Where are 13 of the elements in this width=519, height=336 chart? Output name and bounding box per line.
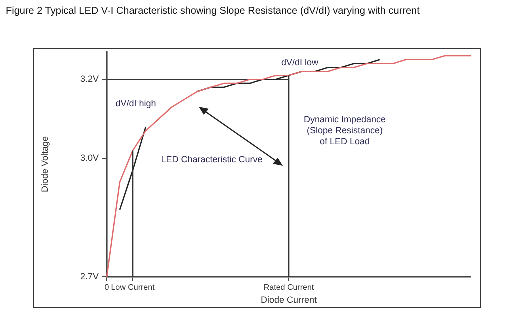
x-tick-label: Low Current xyxy=(111,283,156,292)
x-tick-label: Rated Current xyxy=(264,283,315,292)
y-axis-title: Diode Voltage xyxy=(40,136,50,193)
x-tick-label: 0 xyxy=(104,283,110,292)
annotation: dV/dI high xyxy=(116,98,156,108)
x-axis-title: Diode Current xyxy=(260,295,318,306)
chart-title: Figure 2 Typical LED V-I Characteristic showing Slope Resistance (dV/dI) varying with current xyxy=(6,6,420,17)
annotation: dV/dI low xyxy=(281,57,320,68)
y-tick-label: 3.2V xyxy=(80,74,99,84)
y-tick-label: 2.7V xyxy=(80,271,99,282)
y-tick-label: 3.0V xyxy=(80,153,99,164)
annotation: Dynamic Impedance (Slope Resistance) of LED Load xyxy=(304,114,386,146)
annotation: LED Characteristic Curve xyxy=(161,154,263,164)
